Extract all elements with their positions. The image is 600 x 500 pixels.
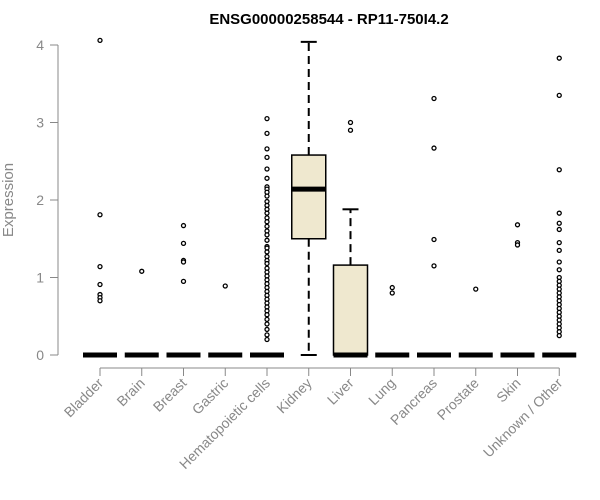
outlier-point (222, 283, 228, 289)
outlier-point (347, 127, 354, 133)
outlier-point (97, 212, 103, 218)
box-iqr (332, 264, 369, 356)
outlier-point (139, 268, 145, 274)
chart-title: ENSG00000258544 - RP11-750I4.2 (209, 11, 448, 28)
outlier-point (264, 312, 270, 318)
x-tick-label: Brain (113, 375, 147, 409)
outlier-point (264, 130, 270, 137)
outlier-point (389, 290, 395, 296)
outlier-point (431, 95, 437, 102)
outlier-point (556, 259, 562, 265)
outlier-point (264, 332, 270, 338)
outlier-point (556, 247, 562, 254)
outlier-point (556, 210, 562, 216)
outlier-point (264, 237, 270, 243)
y-tick-label: 2 (36, 192, 44, 208)
outlier-point (556, 332, 562, 339)
plot-area (83, 37, 577, 358)
outlier-point (264, 326, 270, 333)
outlier-point (389, 284, 395, 291)
outlier-point (97, 263, 103, 270)
outlier-point (264, 321, 270, 327)
outlier-point (264, 232, 270, 238)
outlier-point (514, 242, 521, 248)
outlier-point (264, 223, 270, 230)
box-hematopoietic-cells (250, 115, 284, 358)
outlier-point (431, 263, 437, 269)
outlier-point (97, 298, 103, 304)
outlier-point (473, 286, 479, 292)
outlier-point (556, 55, 562, 61)
box-skin (500, 222, 535, 358)
outlier-point (431, 145, 437, 151)
x-tick-label: Prostate (434, 375, 482, 423)
outlier-point (264, 175, 270, 181)
outlier-point (180, 278, 187, 285)
outlier-point (514, 222, 521, 228)
outlier-point (264, 154, 270, 161)
box-prostate (458, 286, 493, 358)
y-tick-label: 4 (36, 37, 44, 53)
outlier-point (264, 210, 270, 216)
outlier-point (180, 259, 187, 265)
y-tick-label: 1 (36, 270, 44, 286)
outlier-point (264, 336, 270, 343)
outlier-point (97, 37, 103, 43)
outlier-point (97, 281, 103, 288)
x-tick-label: Bladder (61, 375, 107, 421)
box-gastric (208, 283, 243, 358)
x-tick-label: Liver (324, 375, 357, 408)
x-tick-label: Breast (150, 375, 190, 415)
outlier-point (347, 119, 354, 126)
box-brain (124, 268, 159, 358)
y-tick-label: 3 (36, 115, 44, 131)
outlier-point (264, 316, 270, 323)
x-tick-label: Lung (365, 375, 398, 408)
outlier-point (264, 146, 270, 152)
y-tick-label: 0 (36, 347, 44, 363)
box-liver (332, 119, 369, 358)
x-tick-label: Skin (493, 375, 524, 406)
outlier-point (264, 193, 270, 199)
box-pancreas (417, 95, 451, 358)
box-kidney (291, 40, 327, 356)
x-tick-label: Kidney (273, 375, 315, 417)
outlier-point (556, 167, 562, 173)
outlier-point (264, 219, 270, 225)
outlier-point (264, 249, 270, 255)
box-lung (375, 284, 410, 358)
y-axis: 0 1 2 3 4 (36, 37, 59, 363)
box-breast (166, 222, 201, 358)
outlier-point (556, 92, 562, 99)
outlier-point (264, 260, 270, 267)
outlier-point (180, 240, 187, 247)
outlier-point (556, 267, 562, 273)
outlier-point (264, 115, 270, 122)
x-tick-label: Unknown / Other (480, 375, 566, 461)
outlier-point (556, 220, 562, 226)
box-iqr (291, 154, 327, 240)
y-axis-label: Expression (0, 163, 17, 237)
box-bladder (83, 37, 117, 358)
outlier-point (431, 236, 437, 243)
outlier-point (556, 226, 562, 233)
box-unknown-other (542, 55, 577, 358)
outlier-point (264, 166, 270, 172)
outlier-point (556, 239, 562, 246)
outlier-point (180, 222, 187, 229)
